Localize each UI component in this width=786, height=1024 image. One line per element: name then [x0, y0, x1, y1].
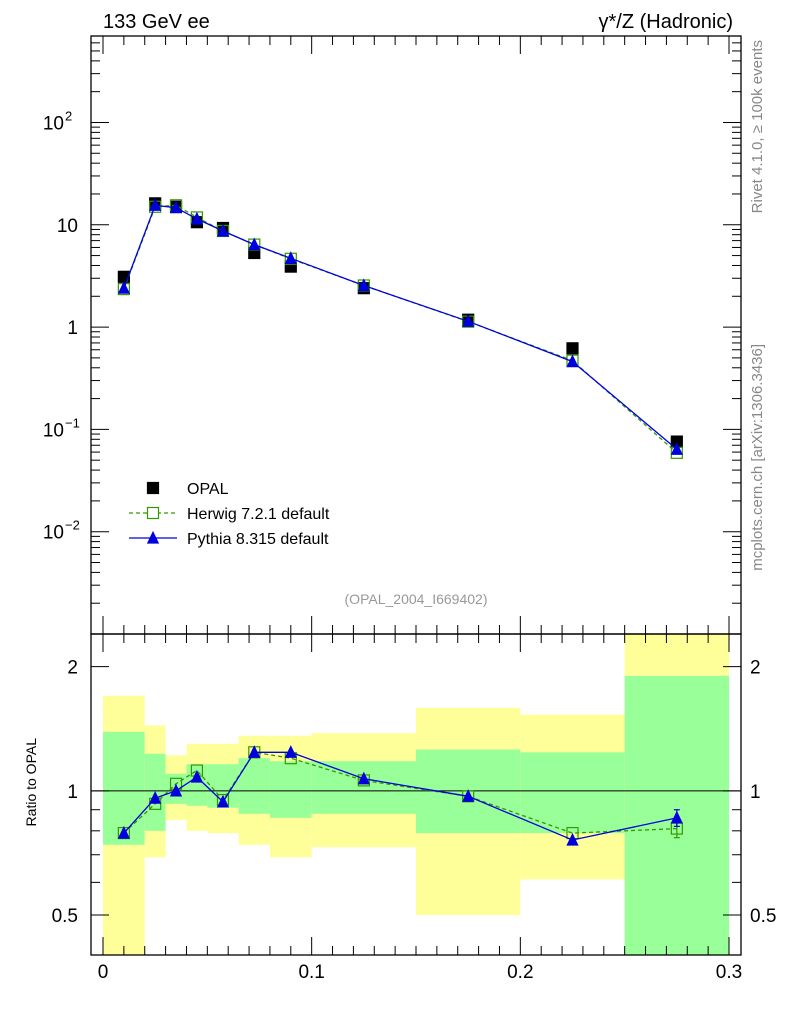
- series-line: [123, 204, 678, 450]
- marker-square: [146, 481, 160, 495]
- inner-band: [238, 758, 270, 814]
- legend-entry: OPAL: [146, 481, 229, 498]
- series-line: [123, 204, 678, 454]
- y-tick-exponent: 2: [65, 108, 72, 123]
- y-tick-label: 1: [67, 318, 78, 339]
- legend-label: OPAL: [187, 481, 229, 498]
- inner-band: [520, 752, 625, 834]
- x-tick-label: 0: [98, 962, 109, 983]
- header-left: 133 GeV ee: [103, 11, 210, 33]
- series-opal: [117, 197, 683, 448]
- marker-triangle: [670, 442, 683, 455]
- x-tick-label: 0.1: [298, 962, 324, 983]
- legend-entry: Pythia 8.315 default: [129, 530, 329, 548]
- x-tick-label: 0.2: [507, 962, 533, 983]
- mcplots-label: mcplots.cern.ch [arXiv:1306.3436]: [749, 344, 766, 571]
- marker-triangle: [357, 278, 370, 292]
- y-tick-label: 10: [43, 523, 64, 544]
- legend-label: Herwig 7.2.1 default: [187, 506, 330, 523]
- marker-triangle: [190, 211, 204, 225]
- marker-triangle: [169, 200, 183, 214]
- x-tick-label: 0.3: [716, 962, 742, 983]
- y-tick-label: 10: [57, 216, 78, 237]
- main-series-group: [117, 197, 683, 459]
- legend-entry: Herwig 7.2.1 default: [129, 506, 330, 523]
- marker-triangle: [248, 745, 261, 758]
- header-right: γ*/Z (Hadronic): [599, 11, 733, 33]
- inner-band: [269, 761, 312, 818]
- marker-square: [566, 342, 579, 355]
- y-tick-exponent: −2: [65, 518, 80, 533]
- marker-triangle: [117, 825, 131, 839]
- ratio-y-tick-label-right: 1: [750, 782, 761, 803]
- ratio-y-tick-label: 0.5: [52, 906, 78, 927]
- ratio-y-tick-label-right: 2: [750, 658, 761, 679]
- y-tick-exponent: −1: [65, 415, 80, 430]
- ratio-axes: 0 0.1 0.2 0.3 0.5 0.5 1 1 2 2: [52, 616, 776, 983]
- marker-triangle: [566, 832, 579, 846]
- marker-triangle: [284, 745, 297, 758]
- marker-triangle: [149, 198, 162, 211]
- legend-label: Pythia 8.315 default: [187, 531, 329, 548]
- marker-triangle: [566, 354, 579, 368]
- ratio-y-tick-label-right: 0.5: [750, 906, 776, 927]
- marker-triangle: [462, 789, 475, 802]
- rivet-label: Rivet 4.1.0, ≥ 100k events: [749, 40, 766, 213]
- ratio-y-axis-label: Ratio to OPAL: [23, 738, 39, 827]
- marker-triangle: [284, 251, 297, 264]
- ratio-series-pythia: [117, 745, 683, 846]
- marker-triangle: [149, 791, 162, 804]
- y-tick-label: 10: [43, 420, 64, 441]
- marker-triangle: [462, 314, 475, 327]
- marker-triangle: [248, 237, 261, 251]
- legend: OPAL Herwig 7.2.1 default Pythia 8.315 def…: [129, 481, 330, 548]
- marker-triangle: [216, 223, 230, 237]
- marker-triangle: [670, 810, 683, 824]
- ratio-y-tick-label: 2: [67, 658, 78, 679]
- ratio-y-tick-label: 1: [67, 782, 78, 803]
- marker-triangle: [190, 769, 204, 783]
- ratio-uncertainty-bands: [103, 634, 729, 955]
- marker-square: [146, 506, 160, 520]
- y-tick-label: 10: [43, 113, 64, 134]
- marker-triangle: [169, 783, 183, 797]
- marker-triangle: [216, 794, 230, 808]
- marker-triangle: [117, 281, 131, 294]
- series-pythia: [117, 198, 683, 455]
- marker-triangle: [357, 771, 370, 785]
- analysis-tag: (OPAL_2004_I669402): [345, 591, 488, 607]
- ratio-series-group: [117, 745, 683, 846]
- series-herwig: [117, 199, 683, 459]
- marker-triangle: [146, 530, 160, 544]
